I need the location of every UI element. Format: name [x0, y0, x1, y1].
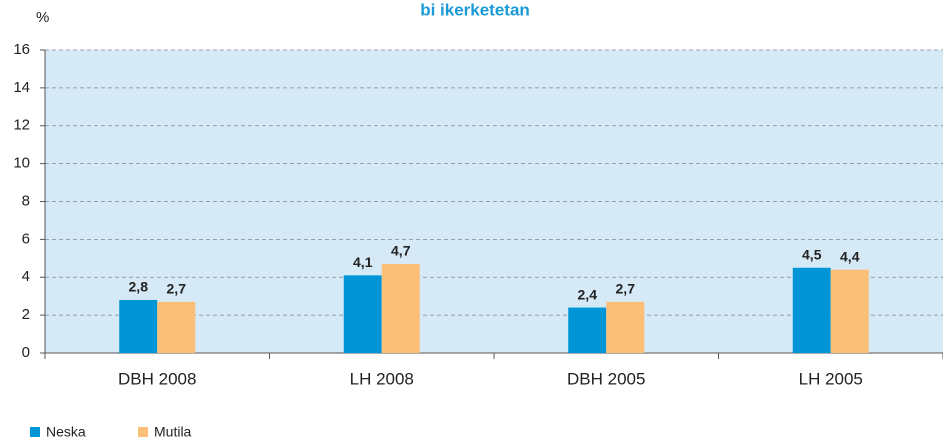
bar — [343, 275, 382, 353]
value-label: 4,7 — [391, 243, 411, 259]
value-label: 4,4 — [840, 248, 860, 264]
x-tick-label: LH 2008 — [350, 369, 414, 388]
y-tick-label: 0 — [22, 344, 30, 361]
x-tick-label: DBH 2005 — [567, 369, 645, 388]
y-tick-label: 8 — [22, 192, 30, 209]
bar — [606, 301, 645, 353]
legend-label: Mutila — [154, 424, 192, 440]
y-tick-label: 4 — [22, 268, 30, 285]
bar — [157, 301, 196, 353]
y-tick-label: 12 — [13, 117, 30, 134]
y-tick-label: 2 — [22, 306, 30, 323]
y-tick-label: 10 — [13, 155, 30, 172]
legend-swatch — [30, 427, 40, 437]
bar — [381, 263, 420, 353]
value-label: 4,1 — [353, 254, 373, 270]
value-label: 2,7 — [167, 281, 187, 297]
bar — [568, 307, 607, 353]
y-tick-label: 16 — [13, 41, 30, 58]
value-label: 2,8 — [129, 279, 149, 295]
bar — [119, 299, 158, 353]
legend-label: Neska — [46, 424, 86, 440]
value-label: 4,5 — [802, 246, 822, 262]
y-tick-label: 6 — [22, 230, 30, 247]
bar — [830, 269, 869, 353]
value-label: 2,7 — [616, 281, 636, 297]
y-axis-label: % — [36, 9, 49, 26]
value-label: 2,4 — [578, 286, 598, 302]
legend-swatch — [138, 427, 148, 437]
x-tick-label: LH 2005 — [799, 369, 863, 388]
y-tick-label: 14 — [13, 79, 30, 96]
x-tick-label: DBH 2008 — [118, 369, 196, 388]
bar — [792, 267, 831, 353]
chart-title: bi ikerketetan — [420, 0, 530, 19]
